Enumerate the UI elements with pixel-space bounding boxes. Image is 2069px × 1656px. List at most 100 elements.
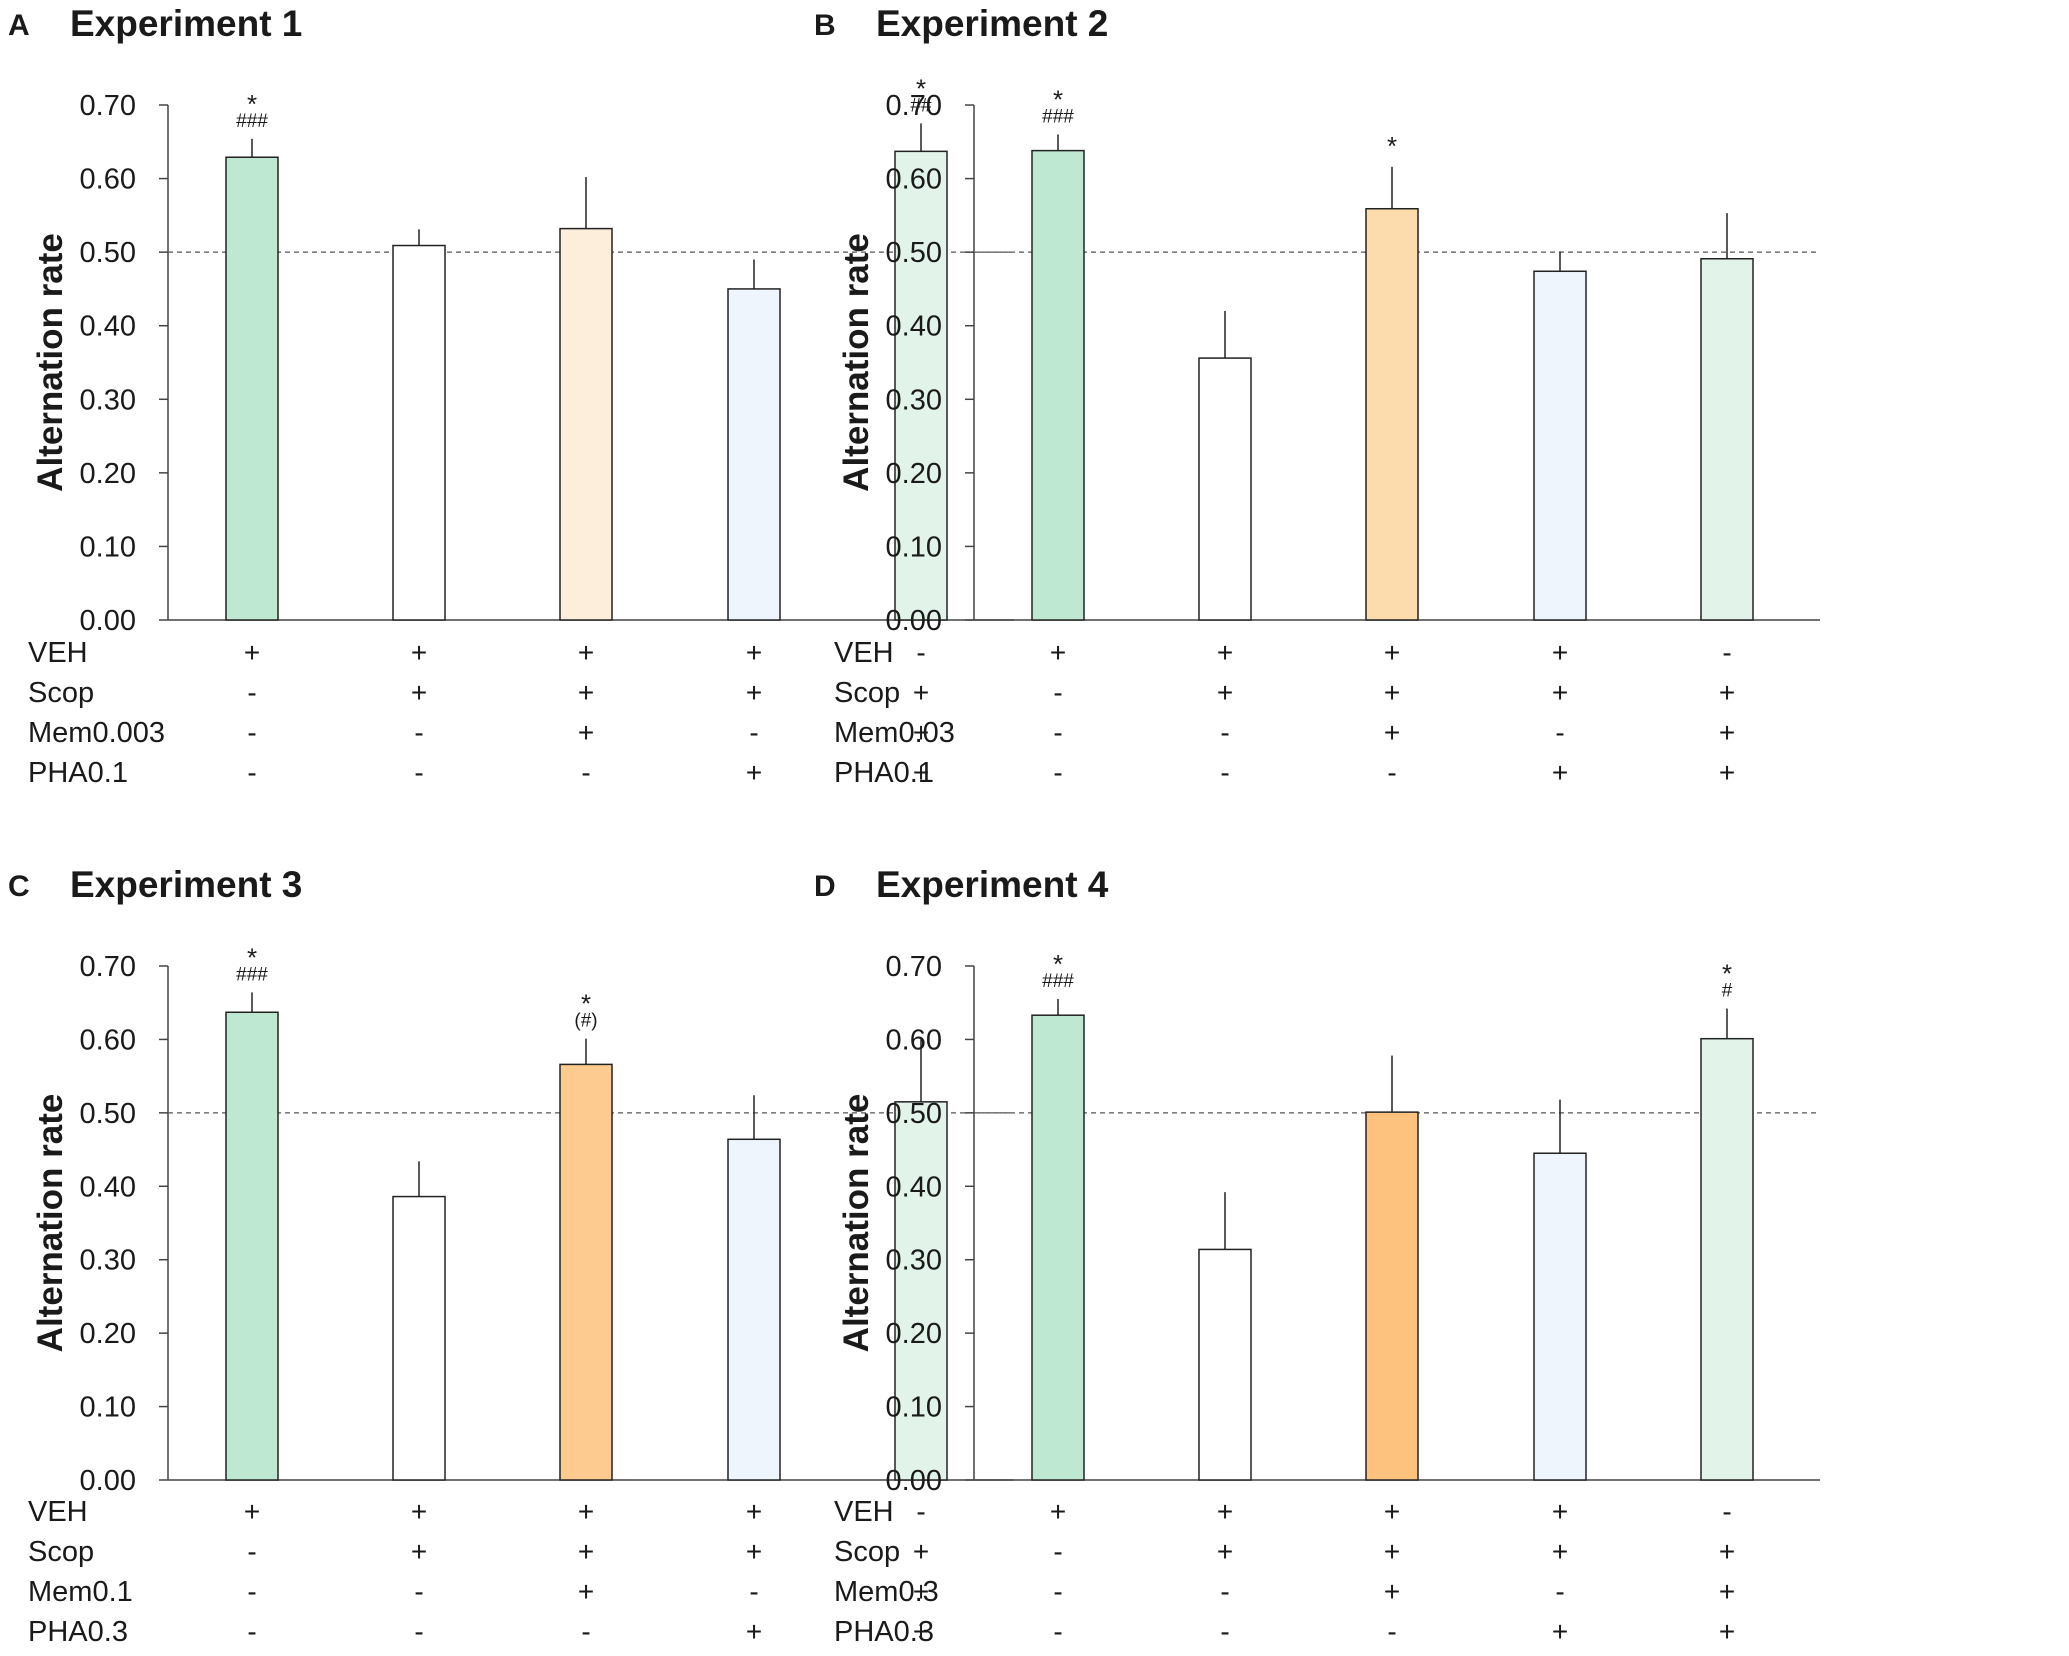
y-tick-label: 0.60 [80, 1024, 136, 1056]
y-tick-label: 0.50 [80, 1098, 136, 1130]
significance-star: * [916, 73, 926, 103]
bar [1533, 270, 1587, 621]
significance-hash: ### [1042, 106, 1074, 127]
y-axis-title: Alternation rate [837, 233, 876, 492]
treatment-sign: + [1217, 677, 1233, 708]
treatment-sign: + [578, 677, 594, 708]
treatment-sign: + [1217, 1496, 1233, 1527]
treatment-sign: - [247, 1576, 256, 1607]
panel-c: C Experiment 3 0.00 0.10 0.20 0.30 0.40 0.50 0.6… [8, 864, 1014, 1648]
panel-b: B Experiment 2 0.00 0.10 0.20 0.30 0.40 0.50 0.6… [814, 3, 1820, 789]
treatment-sign: + [1552, 637, 1568, 668]
treatment-sign: - [247, 677, 256, 708]
bar [1198, 357, 1252, 621]
y-tick-label: 0.10 [886, 1392, 942, 1424]
treatment-sign: - [1053, 1536, 1062, 1567]
treatment-sign: - [916, 1496, 925, 1527]
treatment-sign: + [746, 677, 762, 708]
treatment-sign: + [913, 1616, 929, 1647]
panel-title: Experiment 4 [876, 864, 1109, 905]
y-tick-label: 0.20 [80, 458, 136, 490]
treatment-sign: + [1384, 637, 1400, 668]
treatment-sign: + [913, 1536, 929, 1567]
significance-star: * [1053, 949, 1063, 979]
treatment-sign: + [746, 637, 762, 668]
y-tick-label: 0.00 [80, 605, 136, 637]
treatment-sign: - [916, 637, 925, 668]
treatment-sign: + [913, 1576, 929, 1607]
y-tick-label: 0.30 [886, 1245, 942, 1277]
treatment-label: PHA0.3 [28, 1616, 128, 1648]
y-axis-title: Alternation rate [31, 233, 70, 492]
treatment-sign: + [1719, 717, 1735, 748]
significance-star: * [1053, 84, 1063, 114]
significance-hash: # [1722, 981, 1733, 1002]
treatment-sign: + [1384, 717, 1400, 748]
treatment-label: Mem0.1 [28, 1576, 133, 1608]
treatment-sign: + [1217, 1536, 1233, 1567]
treatment-sign: + [578, 637, 594, 668]
y-tick-label: 0.70 [80, 90, 136, 122]
treatment-sign: + [746, 1536, 762, 1567]
bar [392, 244, 446, 621]
treatment-sign: + [1552, 1496, 1568, 1527]
panel-letter: A [8, 9, 30, 42]
treatment-sign: + [1552, 677, 1568, 708]
treatment-sign: - [247, 1616, 256, 1647]
y-tick-label: 0.40 [80, 1171, 136, 1203]
treatment-label: VEH [834, 637, 894, 669]
treatment-sign: + [1719, 1576, 1735, 1607]
treatment-sign: + [746, 1616, 762, 1647]
treatment-sign: - [1053, 1616, 1062, 1647]
treatment-label: Mem0.3 [834, 1576, 939, 1608]
treatment-label: VEH [834, 1496, 894, 1528]
y-tick-label: 0.50 [886, 1098, 942, 1130]
y-tick-label: 0.10 [886, 531, 942, 563]
treatment-sign: - [1220, 1616, 1229, 1647]
panel-letter: C [8, 870, 30, 903]
treatment-sign: + [746, 757, 762, 788]
panel-letter: D [814, 870, 836, 903]
treatment-sign: - [414, 1576, 423, 1607]
bar [1365, 207, 1419, 621]
y-tick-label: 0.00 [80, 1465, 136, 1497]
treatment-sign: + [244, 1496, 260, 1527]
significance-star: * [581, 989, 591, 1019]
treatment-sign: - [1053, 757, 1062, 788]
treatment-sign: + [411, 677, 427, 708]
y-tick-label: 0.60 [886, 1024, 942, 1056]
y-tick-label: 0.70 [886, 90, 942, 122]
treatment-sign: - [749, 717, 758, 748]
treatment-sign: - [1722, 637, 1731, 668]
treatment-sign: + [244, 637, 260, 668]
bar [894, 150, 948, 621]
treatment-label: Scop [834, 677, 900, 709]
significance-hash: ## [910, 95, 932, 116]
bar [1198, 1248, 1252, 1481]
y-tick-label: 0.40 [80, 311, 136, 343]
bar [1031, 149, 1085, 621]
treatment-sign: + [1719, 1536, 1735, 1567]
y-tick-label: 0.10 [80, 531, 136, 563]
significance-hash: ### [236, 111, 268, 132]
y-tick-label: 0.60 [886, 164, 942, 196]
y-tick-label: 0.00 [886, 1465, 942, 1497]
treatment-sign: + [1384, 1496, 1400, 1527]
treatment-label: Scop [834, 1536, 900, 1568]
treatment-sign: - [1220, 717, 1229, 748]
treatment-label: Scop [28, 1536, 94, 1568]
treatment-sign: - [247, 1536, 256, 1567]
treatment-sign: + [1552, 1616, 1568, 1647]
y-tick-label: 0.40 [886, 1171, 942, 1203]
treatment-sign: - [1555, 1576, 1564, 1607]
treatment-sign: - [1722, 1496, 1731, 1527]
bar [559, 1063, 613, 1481]
y-tick-label: 0.10 [80, 1392, 136, 1424]
bar [392, 1195, 446, 1481]
treatment-label: PHA0.1 [834, 757, 934, 789]
panel-d: D Experiment 4 0.00 0.10 0.20 0.30 0.40 0.50 0.6… [814, 864, 1820, 1648]
bar [1700, 1037, 1754, 1481]
treatment-sign: + [913, 717, 929, 748]
y-tick-label: 0.50 [886, 237, 942, 269]
